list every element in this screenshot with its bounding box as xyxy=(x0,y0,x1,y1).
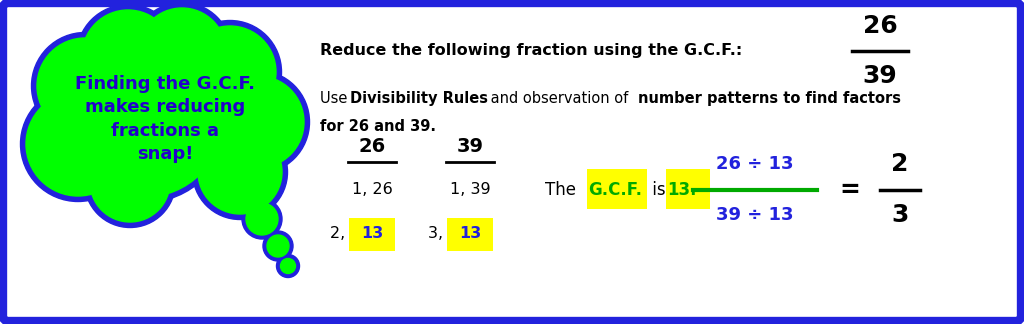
Circle shape xyxy=(198,130,282,214)
FancyBboxPatch shape xyxy=(666,169,710,209)
Circle shape xyxy=(132,3,231,101)
Circle shape xyxy=(184,26,276,118)
Text: for 26 and 39.: for 26 and 39. xyxy=(319,119,436,133)
Circle shape xyxy=(82,10,174,102)
Circle shape xyxy=(212,76,304,168)
Text: 39: 39 xyxy=(862,64,897,88)
Circle shape xyxy=(85,136,175,227)
FancyBboxPatch shape xyxy=(587,169,647,209)
Circle shape xyxy=(138,8,226,96)
FancyBboxPatch shape xyxy=(447,217,493,250)
Circle shape xyxy=(32,32,138,140)
Text: 13: 13 xyxy=(360,226,383,241)
Text: 2,: 2, xyxy=(330,226,350,241)
FancyBboxPatch shape xyxy=(3,3,1021,321)
Text: =: = xyxy=(840,178,860,202)
Circle shape xyxy=(246,203,278,235)
Text: is: is xyxy=(647,181,671,199)
Text: 39 ÷ 13: 39 ÷ 13 xyxy=(716,206,794,225)
Text: 26: 26 xyxy=(862,14,897,38)
Circle shape xyxy=(67,41,223,197)
Text: The: The xyxy=(545,181,582,199)
Circle shape xyxy=(20,87,135,202)
Text: Divisibility Rules: Divisibility Rules xyxy=(350,90,488,106)
Circle shape xyxy=(281,259,296,273)
Text: 1, 39: 1, 39 xyxy=(450,182,490,198)
FancyBboxPatch shape xyxy=(349,217,395,250)
Text: Finding the G.C.F.
makes reducing
fractions a
snap!: Finding the G.C.F. makes reducing fracti… xyxy=(75,75,255,163)
Text: number patterns to find factors: number patterns to find factors xyxy=(638,90,900,106)
Text: 3,: 3, xyxy=(428,226,449,241)
Text: Use: Use xyxy=(319,90,352,106)
Text: 2: 2 xyxy=(891,153,908,177)
Text: G.C.F.: G.C.F. xyxy=(588,181,642,199)
Text: 1, 26: 1, 26 xyxy=(351,182,392,198)
Text: and observation of: and observation of xyxy=(486,90,633,106)
Text: 13.: 13. xyxy=(667,181,696,199)
Circle shape xyxy=(178,20,282,123)
Circle shape xyxy=(242,199,282,239)
Text: 39: 39 xyxy=(457,136,483,156)
Circle shape xyxy=(90,142,170,222)
Text: 26: 26 xyxy=(358,136,386,156)
Text: 26 ÷ 13: 26 ÷ 13 xyxy=(716,156,794,173)
Circle shape xyxy=(267,235,289,257)
Circle shape xyxy=(207,71,309,173)
Text: 13: 13 xyxy=(459,226,481,241)
Text: 3: 3 xyxy=(891,203,908,227)
Circle shape xyxy=(263,231,293,261)
Text: Reduce the following fraction using the G.C.F.:: Reduce the following fraction using the … xyxy=(319,43,754,59)
Circle shape xyxy=(26,92,130,196)
Circle shape xyxy=(193,124,288,219)
Circle shape xyxy=(61,36,228,202)
Circle shape xyxy=(77,5,179,108)
Circle shape xyxy=(37,38,133,134)
Circle shape xyxy=(276,254,299,277)
